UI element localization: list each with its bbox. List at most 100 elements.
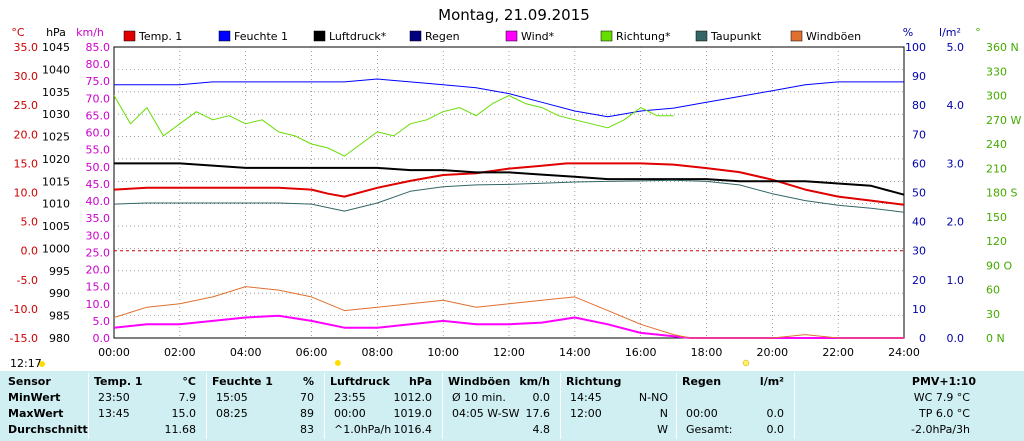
temp-tick-label: 5.0 — [21, 216, 39, 229]
group-title: Regen — [682, 375, 722, 388]
axis-unit-temp: °C — [11, 26, 25, 39]
x-tick-label: 10:00 — [427, 346, 459, 359]
humidity-tick-label: 60 — [912, 157, 926, 170]
x-tick-label: 02:00 — [164, 346, 196, 359]
row-label: Sensor — [8, 375, 51, 388]
group-value: 89 — [300, 407, 314, 420]
column-separator — [442, 373, 443, 439]
x-tick-label: 16:00 — [625, 346, 657, 359]
chart-axes: 35.0 30.0 25.0 20.0 15.0 10.0 5.0 0.0 -5.0 -10.0 -… — [10, 41, 1022, 359]
group-value: 70 — [300, 391, 314, 404]
axis-unit-rain: l/m² — [939, 26, 961, 39]
group-value: 83 — [300, 423, 314, 436]
legend-swatch — [790, 30, 803, 42]
group-note: ^1.0hPa/h — [334, 423, 392, 436]
direction-tick-label: 240 — [986, 138, 1007, 151]
wind-tick-label: 85.0 — [86, 41, 111, 54]
summary-table: Sensor MinWert MaxWert Durchschnitt Temp. 1 °… — [0, 371, 1024, 441]
rain-tick-label: 4.0 — [947, 99, 965, 112]
wind-tick-label: 40.0 — [86, 195, 111, 208]
wind-tick-label: 55.0 — [86, 144, 111, 157]
x-tick-label: 04:00 — [230, 346, 262, 359]
axis-unit-direction: ° — [975, 26, 981, 39]
pressure-tick-label: 1020 — [42, 153, 70, 166]
series-line — [113, 162, 905, 206]
group-note: 23:50 — [98, 391, 130, 404]
pressure-tick-label: 1040 — [42, 63, 70, 76]
time-label: 12:17 — [10, 357, 42, 370]
wind-tick-label: 0.0 — [93, 332, 111, 345]
wind-tick-label: 75.0 — [86, 75, 111, 88]
group-value: N-NO — [638, 391, 668, 404]
axis-unit-labels: °C hPa km/h% l/m² ° — [11, 26, 980, 39]
direction-tick-label: 30 — [986, 308, 1000, 321]
temp-tick-label: -5.0 — [17, 274, 38, 287]
group-note: 15:05 — [216, 391, 248, 404]
group-title: Feuchte 1 — [212, 375, 273, 388]
humidity-tick-label: 20 — [912, 274, 926, 287]
chart-legend: Temp. 1 Feuchte 1 Luftdruck* Regen Wind* Rich… — [123, 30, 861, 43]
direction-tick-label: 0 N — [986, 332, 1005, 345]
direction-tick-label: 210 — [986, 162, 1007, 175]
group-value: 0.0 — [766, 407, 785, 420]
group-value: 1012.0 — [393, 391, 433, 404]
legend-swatch — [218, 30, 231, 42]
legend-swatch — [695, 30, 708, 42]
pmv-line: WC 7.9 °C — [913, 391, 970, 404]
chart-series — [113, 78, 905, 339]
group-value: 11.68 — [164, 423, 197, 436]
x-tick-label: 12:00 — [493, 346, 525, 359]
legend-swatch — [600, 30, 613, 42]
temp-tick-label: -15.0 — [10, 332, 38, 345]
group-note: 14:45 — [570, 391, 602, 404]
group-value: 1019.0 — [393, 407, 433, 420]
legend-label: Windböen — [806, 30, 861, 43]
column-separator — [560, 373, 561, 439]
direction-tick-label: 120 — [986, 235, 1007, 248]
humidity-tick-label: 10 — [912, 303, 926, 316]
group-value: 15.0 — [171, 407, 197, 420]
group-value: W — [657, 423, 668, 436]
wind-tick-label: 35.0 — [86, 212, 111, 225]
rain-tick-label: 1.0 — [947, 274, 965, 287]
group-unit: l/m² — [759, 375, 784, 388]
group-unit: hPa — [408, 375, 432, 388]
group-note: Gesamt: — [686, 423, 733, 436]
legend-swatch — [505, 30, 518, 42]
wind-tick-label: 30.0 — [86, 229, 111, 242]
wind-tick-label: 15.0 — [86, 281, 111, 294]
legend-label: Wind* — [521, 30, 555, 43]
direction-tick-label: 330 — [986, 65, 1007, 78]
chart-markers — [39, 359, 750, 367]
row-label: Durchschnitt — [8, 423, 88, 436]
series-line — [113, 95, 674, 157]
legend-label: Temp. 1 — [138, 30, 182, 43]
group-title: Temp. 1 — [94, 375, 143, 388]
x-tick-label: 20:00 — [756, 346, 788, 359]
group-unit: °C — [182, 375, 196, 388]
group-title: Luftdruck — [330, 375, 390, 388]
pressure-tick-label: 1045 — [42, 41, 70, 54]
legend-swatch — [123, 30, 136, 42]
pmv-line: -2.0hPa/3h — [911, 423, 970, 436]
group-note: Ø 10 min. — [452, 391, 506, 404]
group-note: 00:00 — [334, 407, 366, 420]
group-note: 23:55 — [334, 391, 366, 404]
wind-tick-label: 80.0 — [86, 58, 111, 71]
group-title: Windböen — [448, 375, 511, 388]
direction-tick-label: 90 O — [986, 259, 1012, 272]
axis-unit-wind: km/h — [76, 26, 104, 39]
pressure-tick-label: 980 — [49, 332, 70, 345]
x-tick-label: 24:00 — [888, 346, 920, 359]
group-title: Richtung — [566, 375, 622, 388]
group-value: 7.9 — [178, 391, 197, 404]
group-unit: km/h — [519, 375, 550, 388]
column-separator — [88, 373, 89, 439]
legend-label: Feuchte 1 — [234, 30, 288, 43]
rain-tick-label: 5.0 — [947, 41, 965, 54]
wind-tick-label: 20.0 — [86, 264, 111, 277]
pressure-tick-label: 1005 — [42, 220, 70, 233]
legend-label: Taupunkt — [710, 30, 762, 43]
humidity-tick-label: 100 — [905, 41, 926, 54]
group-value: 17.6 — [525, 407, 551, 420]
